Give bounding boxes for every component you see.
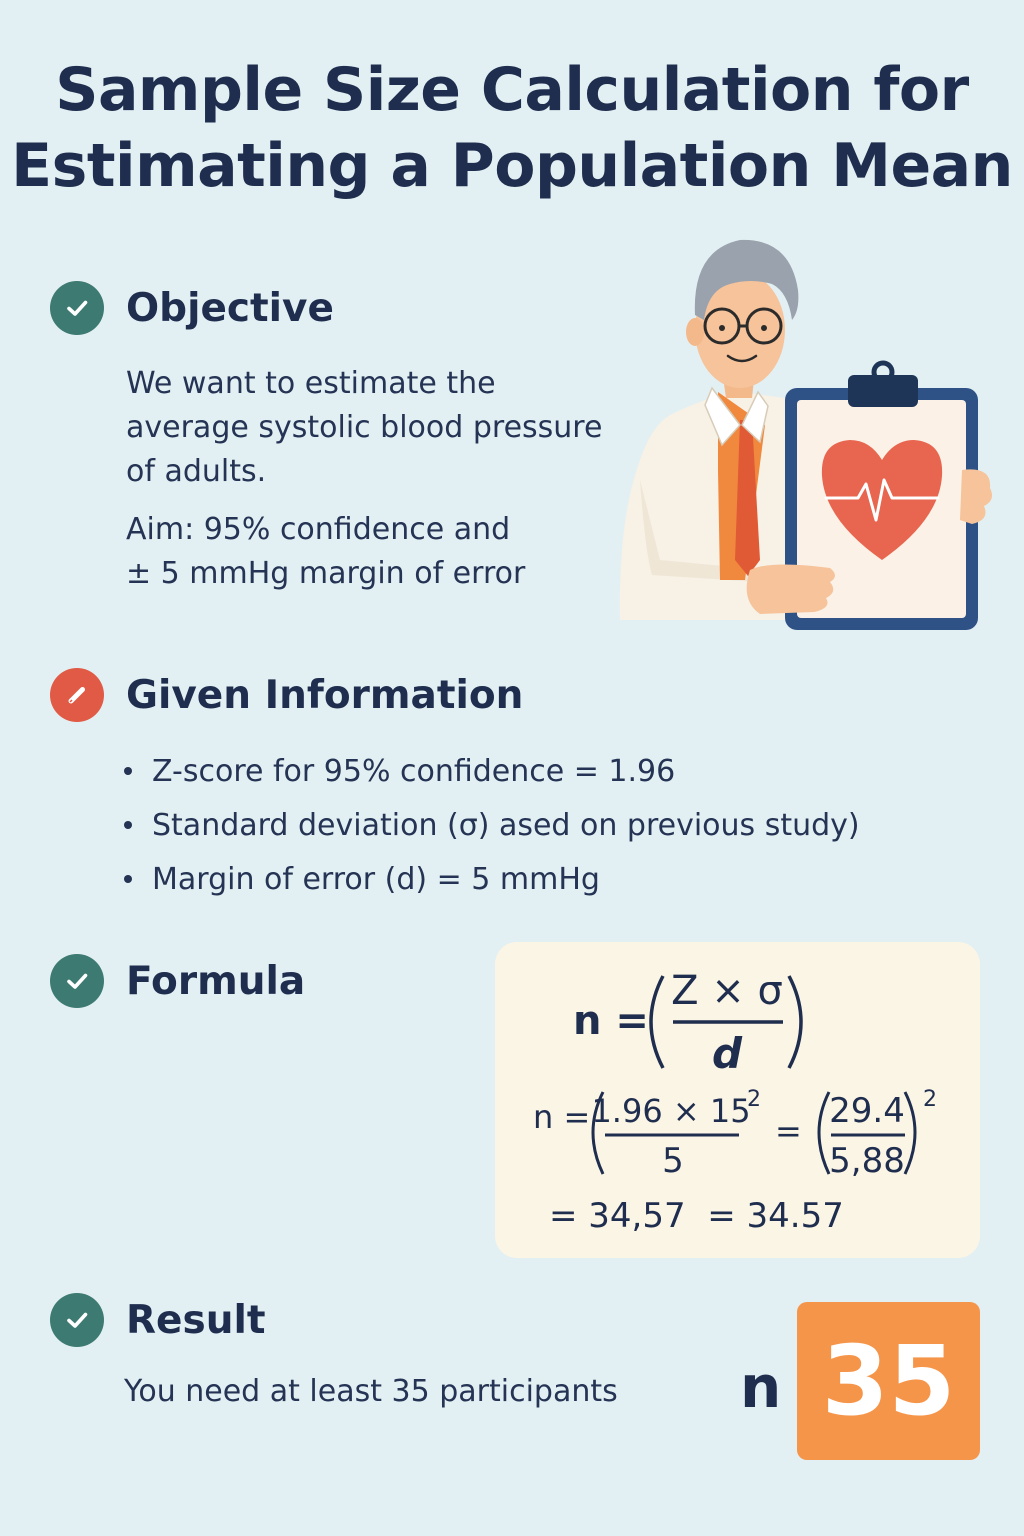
aim-line: Aim: 95% confidence and <box>126 512 511 547</box>
formula-svg: n = Z × σ d n = 1.96 × 15 2 5 = 29.4 5,8… <box>533 968 937 1236</box>
result-text: You need at least 35 participants <box>124 1374 618 1409</box>
formula-denominator: d <box>712 1029 743 1078</box>
formula-sub-denominator2: 5,88 <box>829 1141 905 1181</box>
objective-text: We want to estimate the average systolic… <box>126 362 602 494</box>
list-item: Standard deviation (σ) ased on previous … <box>124 798 860 852</box>
given-list: Z-score for 95% confidence = 1.96 Standa… <box>124 744 860 906</box>
list-item: Margin of error (d) = 5 mmHg <box>124 852 860 906</box>
doctor-illustration <box>619 239 992 630</box>
page-title: Sample Size Calculation for Estimating a… <box>0 52 1024 204</box>
formula-header: Formula <box>50 954 305 1008</box>
given-item-text: Standard deviation (σ) ased on previous … <box>152 807 860 843</box>
result-header: Result <box>50 1293 265 1347</box>
objective-aim: Aim: 95% confidence and ± 5 mmHg margin … <box>126 508 525 596</box>
result-value-badge: 35 <box>797 1302 980 1460</box>
given-heading: Given Information <box>126 672 524 718</box>
formula-numerator: Z × σ <box>671 968 783 1014</box>
bullet-icon <box>124 821 132 829</box>
objective-heading: Objective <box>126 285 334 331</box>
objective-header: Objective <box>50 281 334 335</box>
formula-sub-numerator2: 29.4 <box>829 1091 905 1131</box>
list-item: Z-score for 95% confidence = 1.96 <box>124 744 860 798</box>
check-icon <box>50 1293 104 1347</box>
formula-result-line: = 34,57 = 34.57 <box>549 1196 844 1236</box>
formula-sub-numerator1: 1.96 × 15 <box>591 1092 750 1130</box>
result-heading: Result <box>126 1297 266 1343</box>
title-line-1: Sample Size Calculation for <box>55 55 969 125</box>
formula-sub-exp2: 2 <box>923 1087 937 1112</box>
formula-sub-lhs: n = <box>533 1098 590 1136</box>
formula-lhs: n = <box>573 998 649 1044</box>
bullet-icon <box>124 767 132 775</box>
objective-line: average systolic blood pressure <box>126 410 603 445</box>
result-n-label: n <box>740 1353 782 1421</box>
bullet-icon <box>124 875 132 883</box>
formula-sub-equals: = <box>775 1112 802 1150</box>
formula-sub-exp1: 2 <box>747 1087 761 1112</box>
check-icon <box>50 954 104 1008</box>
aim-line: ± 5 mmHg margin of error <box>126 556 526 591</box>
pencil-icon <box>50 668 104 722</box>
formula-card: n = Z × σ d n = 1.96 × 15 2 5 = 29.4 5,8… <box>495 942 980 1258</box>
objective-line: of adults. <box>126 454 267 489</box>
title-line-2: Estimating a Population Mean <box>11 131 1013 201</box>
check-icon <box>50 281 104 335</box>
given-header: Given Information <box>50 668 523 722</box>
formula-heading: Formula <box>126 958 306 1004</box>
formula-sub-denominator1: 5 <box>662 1141 684 1181</box>
given-item-text: Z-score for 95% confidence = 1.96 <box>152 753 676 789</box>
given-item-text: Margin of error (d) = 5 mmHg <box>152 861 600 897</box>
objective-line: We want to estimate the <box>126 366 496 401</box>
